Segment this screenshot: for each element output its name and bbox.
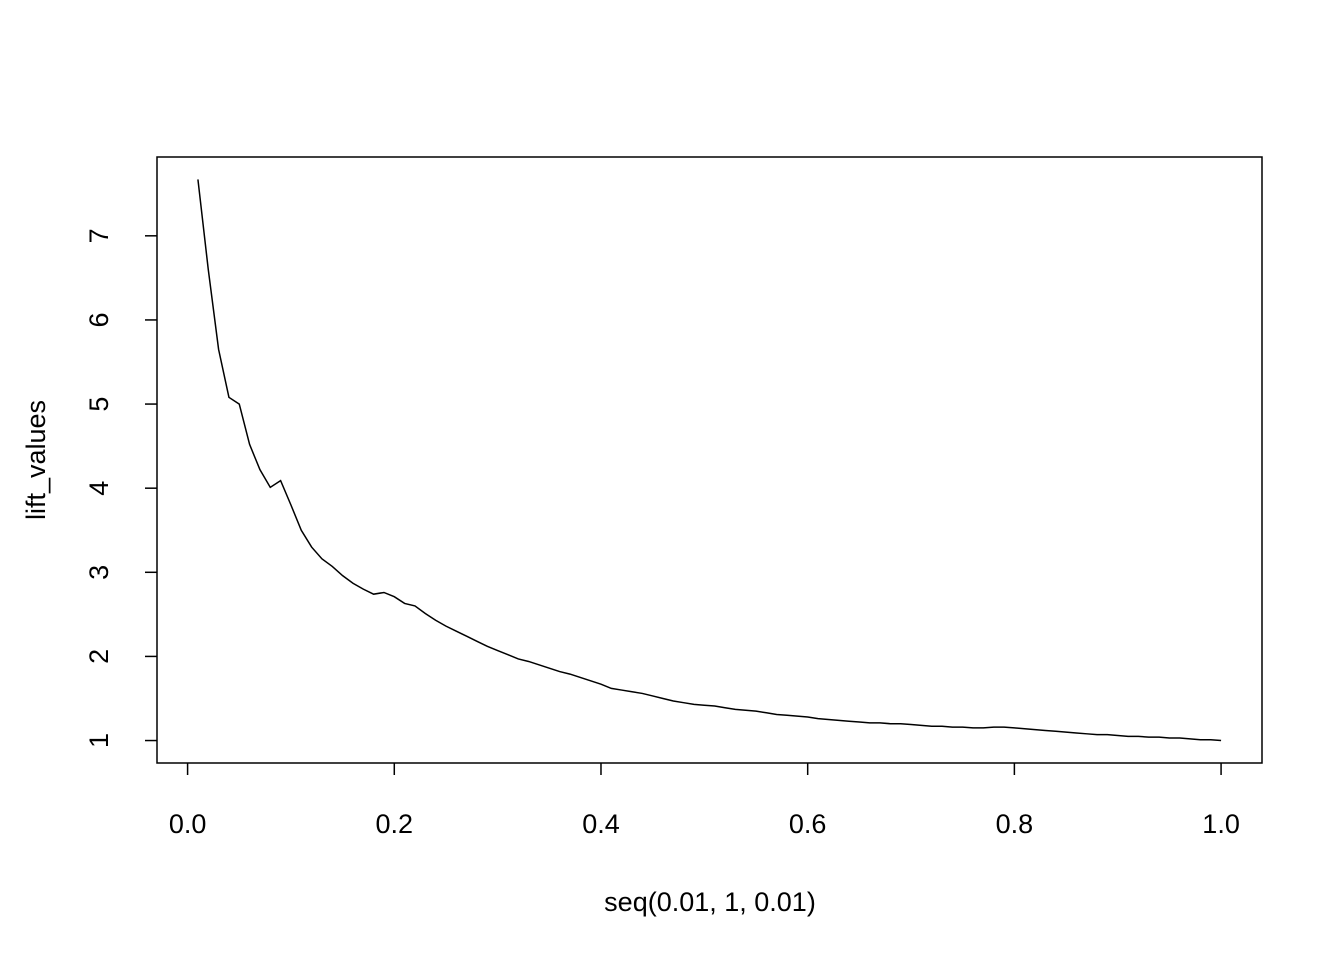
x-tick-label: 0.0 [169, 809, 207, 839]
y-tick-label: 7 [84, 228, 114, 243]
x-tick-label: 0.2 [376, 809, 414, 839]
x-tick-label: 0.6 [789, 809, 827, 839]
x-tick-label: 1.0 [1202, 809, 1240, 839]
y-tick-label: 1 [84, 733, 114, 748]
y-tick-label: 2 [84, 649, 114, 664]
y-tick-label: 3 [84, 565, 114, 580]
x-tick-label: 0.8 [996, 809, 1034, 839]
x-tick-label: 0.4 [582, 809, 620, 839]
y-axis-label: lift_values [21, 400, 51, 520]
y-tick-label: 5 [84, 397, 114, 412]
line [197, 179, 1222, 742]
x-axis-label: seq(0.01, 1, 0.01) [604, 887, 816, 917]
y-tick-label: 4 [84, 481, 114, 496]
y-tick-label: 6 [84, 312, 114, 327]
plot-box [156, 156, 1263, 764]
